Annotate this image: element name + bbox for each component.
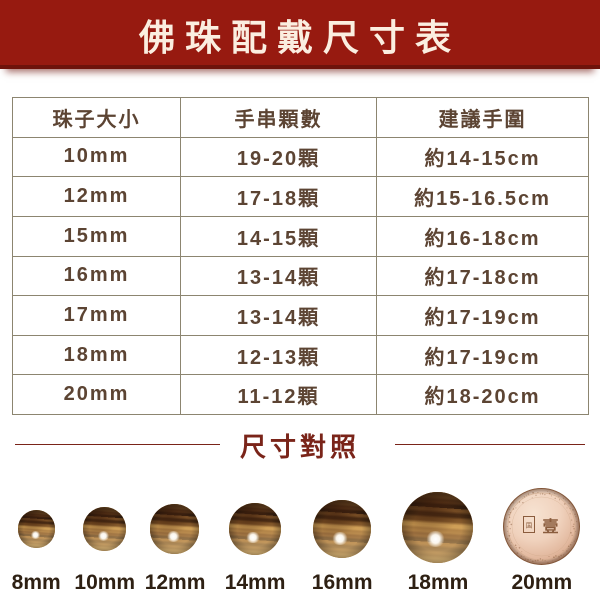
svg-text:壹: 壹 xyxy=(542,517,558,536)
svg-text:国: 国 xyxy=(526,522,533,530)
